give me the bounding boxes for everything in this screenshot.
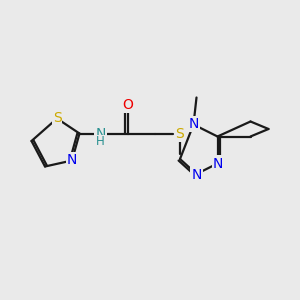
- Text: S: S: [176, 127, 184, 140]
- Text: N: N: [213, 157, 223, 170]
- Text: S: S: [52, 112, 62, 125]
- Text: H: H: [96, 135, 105, 148]
- Text: N: N: [191, 168, 202, 182]
- Text: O: O: [122, 98, 133, 112]
- Text: N: N: [188, 117, 199, 131]
- Text: N: N: [67, 154, 77, 167]
- Text: N: N: [95, 127, 106, 140]
